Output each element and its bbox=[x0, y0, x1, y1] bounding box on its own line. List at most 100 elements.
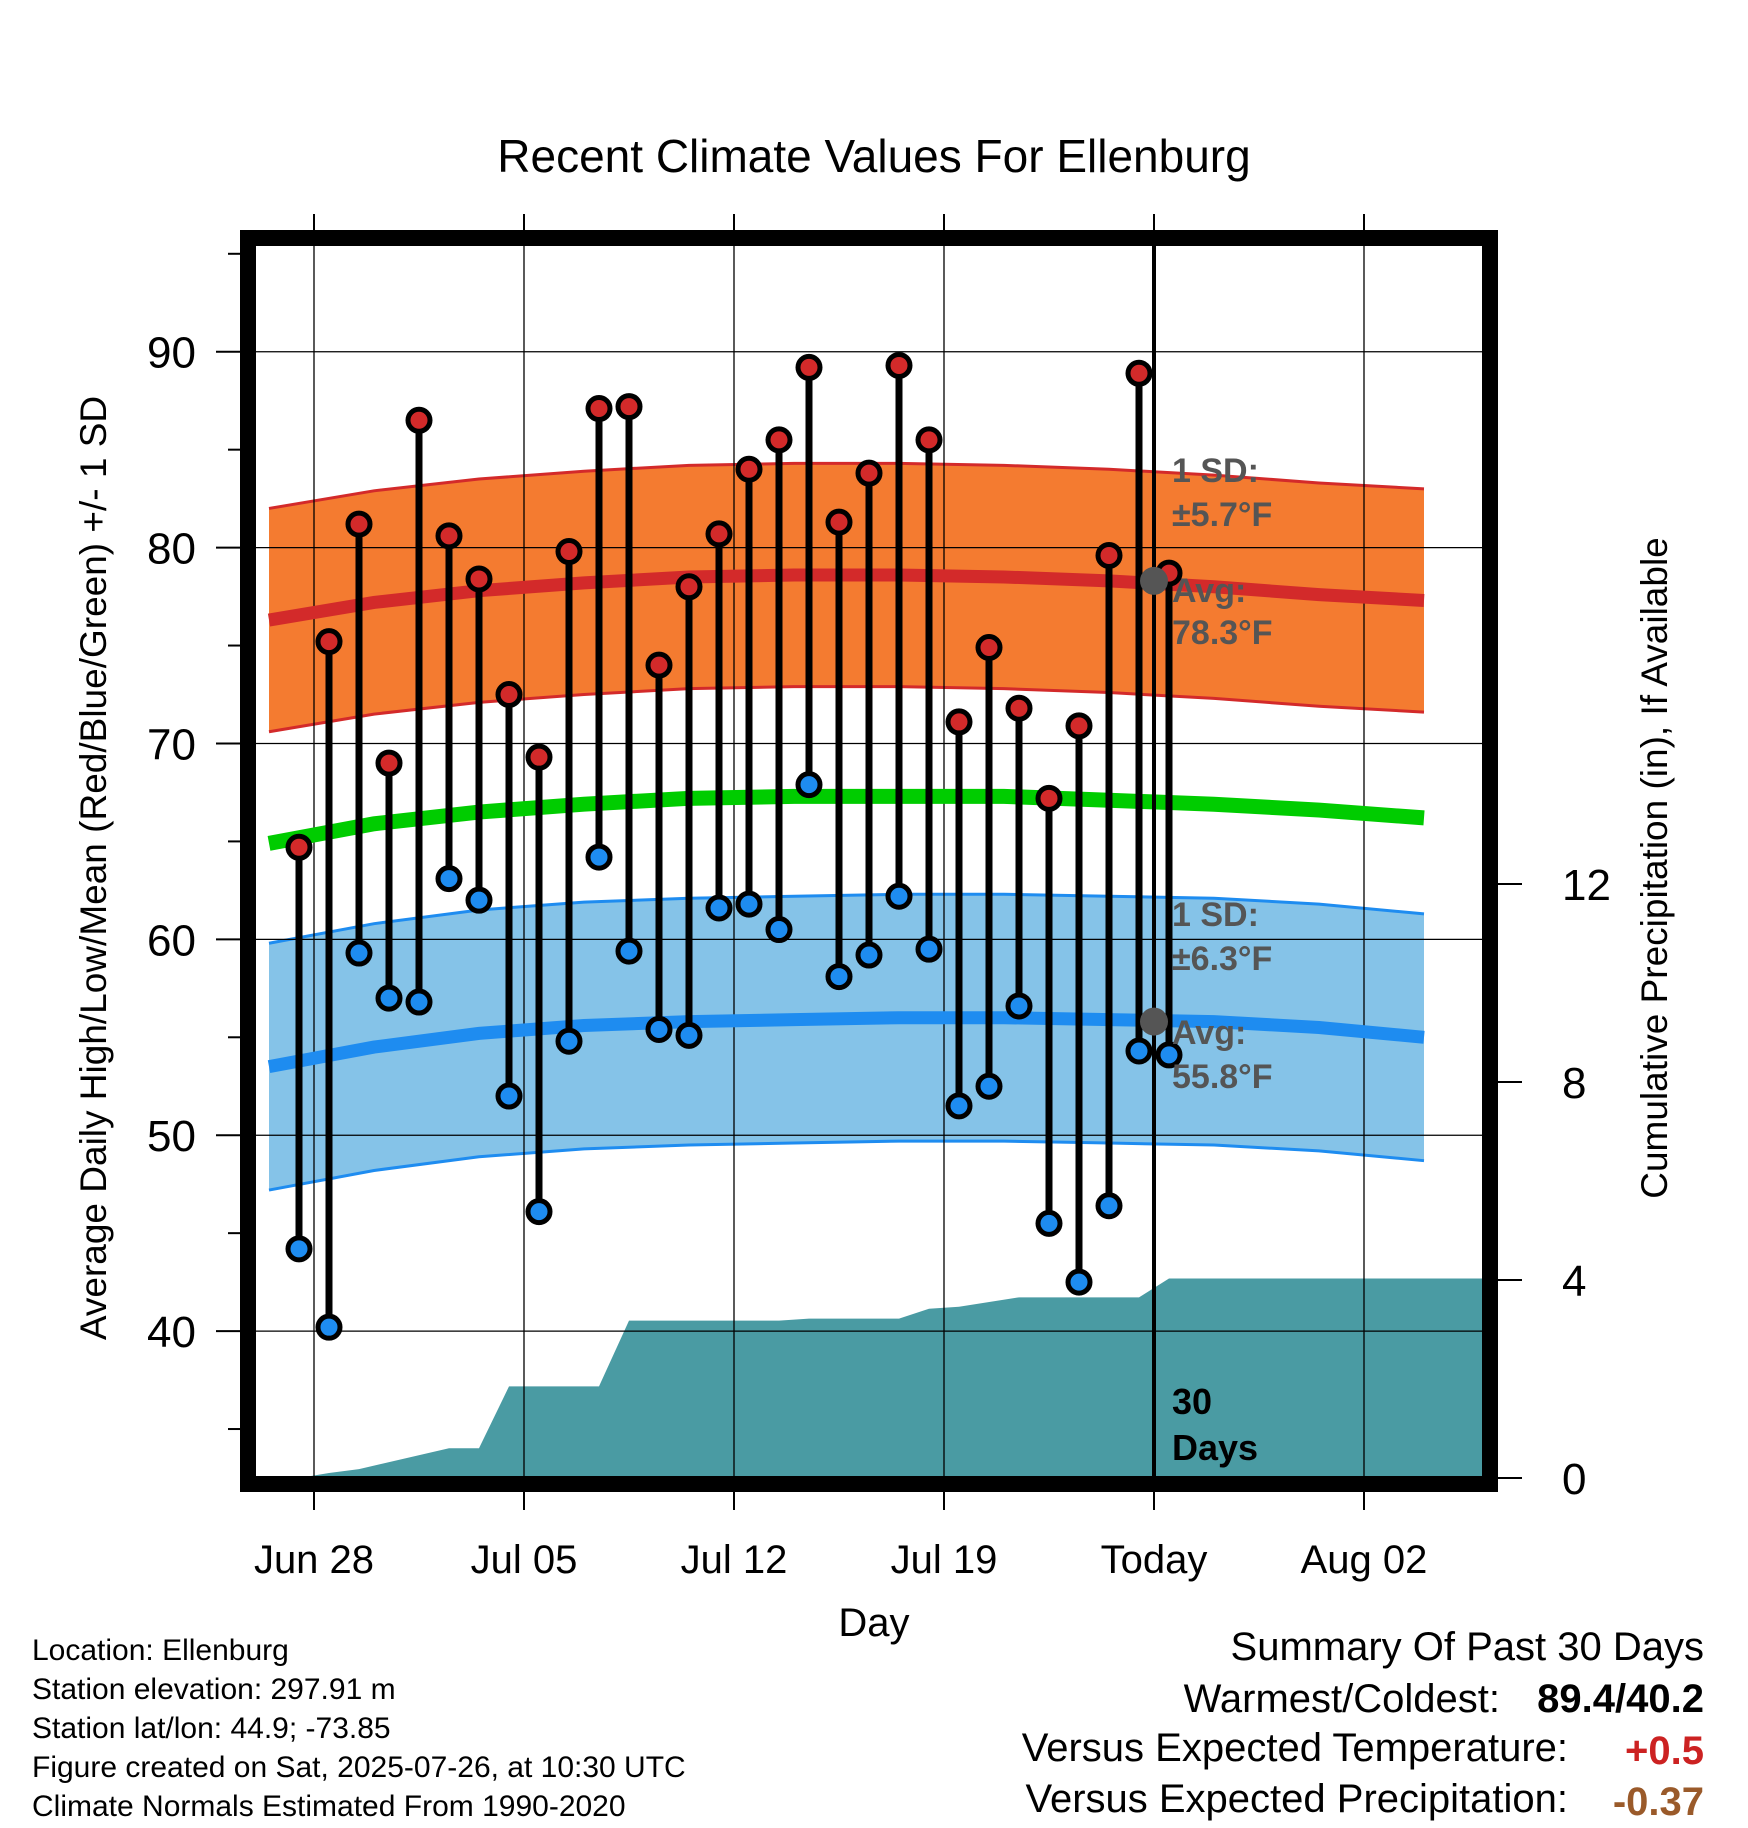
low-point bbox=[855, 941, 883, 969]
low-point bbox=[495, 1082, 523, 1110]
y2-tick-label: 0 bbox=[1562, 1455, 1586, 1504]
high-avg-value: 78.3°F bbox=[1172, 614, 1273, 652]
high-point bbox=[645, 651, 673, 679]
high-point bbox=[345, 510, 373, 538]
low-point bbox=[975, 1072, 1003, 1100]
y-tick-label: 50 bbox=[147, 1112, 196, 1161]
y2-tick-label: 4 bbox=[1562, 1257, 1586, 1306]
precip-label: Versus Expected Precipitation: bbox=[1025, 1777, 1568, 1821]
high-band-lower-edge bbox=[268, 685, 1425, 734]
info-location: Location: Ellenburg bbox=[32, 1634, 289, 1667]
low-avg-line bbox=[267, 1011, 1425, 1074]
low-sd-band bbox=[269, 894, 1424, 1191]
y-axis-label: Average Daily High/Low/Mean (Red/Blue/Gr… bbox=[73, 396, 114, 1340]
high-avg-label: Avg: bbox=[1172, 572, 1246, 610]
low-point bbox=[465, 886, 493, 914]
precip-value: -0.37 bbox=[1613, 1780, 1704, 1824]
window-label-number: 30 bbox=[1172, 1381, 1212, 1422]
low-point bbox=[315, 1313, 343, 1341]
y-tick-label: 80 bbox=[147, 525, 196, 574]
y-tick-label: 70 bbox=[147, 720, 196, 769]
high-point bbox=[1035, 784, 1063, 812]
summary-panel: Summary Of Past 30 Days Warmest/Coldest:… bbox=[1022, 1625, 1704, 1824]
x-tick-label: Jul 05 bbox=[471, 1538, 578, 1582]
low-sd-value: ±6.3°F bbox=[1172, 940, 1272, 978]
x-axis-label: Day bbox=[838, 1601, 909, 1645]
chart-title: Recent Climate Values For Ellenburg bbox=[497, 130, 1250, 182]
y-tick-label: 60 bbox=[147, 916, 196, 965]
low-point bbox=[1005, 992, 1033, 1020]
high-point bbox=[555, 538, 583, 566]
high-point bbox=[825, 508, 853, 536]
high-point bbox=[1005, 694, 1033, 722]
temp-label: Versus Expected Temperature: bbox=[1022, 1726, 1568, 1770]
low-point bbox=[435, 865, 463, 893]
x-tick-label: Jul 19 bbox=[891, 1538, 998, 1582]
low-point bbox=[285, 1235, 313, 1263]
high-sd-label: 1 SD: bbox=[1172, 452, 1259, 490]
high-point bbox=[765, 426, 793, 454]
low-point bbox=[1095, 1192, 1123, 1220]
low-point bbox=[765, 916, 793, 944]
low-band-upper-edge bbox=[268, 892, 1425, 945]
low-point bbox=[1125, 1037, 1153, 1065]
high-point bbox=[405, 406, 433, 434]
high-point bbox=[285, 833, 313, 861]
high-point bbox=[705, 520, 733, 548]
high-point bbox=[915, 426, 943, 454]
low-point bbox=[825, 963, 853, 991]
high-point bbox=[855, 459, 883, 487]
today-high-avg-marker bbox=[1140, 566, 1168, 595]
low-point bbox=[375, 984, 403, 1012]
plot-inner: 1 SD: ±5.7°F Avg: 78.3°F 1 SD: ±6.3°F Avg: 55.8… bbox=[254, 244, 1484, 1478]
warm-cold-label: Warmest/Coldest: bbox=[1184, 1677, 1500, 1721]
low-point bbox=[795, 771, 823, 799]
low-sd-label: 1 SD: bbox=[1172, 896, 1259, 934]
low-point bbox=[345, 939, 373, 967]
low-avg-value: 55.8°F bbox=[1172, 1058, 1273, 1096]
high-point bbox=[675, 573, 703, 601]
station-info: Location: Ellenburg Station elevation: 2… bbox=[32, 1634, 686, 1823]
high-point bbox=[495, 681, 523, 709]
temp-value: +0.5 bbox=[1625, 1729, 1704, 1773]
high-avg-line bbox=[267, 568, 1425, 627]
high-sd-band bbox=[269, 463, 1424, 732]
info-elevation: Station elevation: 297.91 m bbox=[32, 1673, 396, 1706]
high-point bbox=[1065, 712, 1093, 740]
low-point bbox=[405, 988, 433, 1016]
high-point bbox=[735, 455, 763, 483]
low-point bbox=[675, 1021, 703, 1049]
high-point bbox=[315, 628, 343, 656]
mean-avg-line bbox=[267, 788, 1425, 851]
high-sd-value: ±5.7°F bbox=[1172, 496, 1272, 534]
high-point bbox=[375, 749, 403, 777]
info-latlon: Station lat/lon: 44.9; -73.85 bbox=[32, 1712, 391, 1745]
low-point bbox=[1065, 1268, 1093, 1296]
x-tick-label: Today bbox=[1101, 1538, 1208, 1582]
summary-title: Summary Of Past 30 Days bbox=[1231, 1625, 1704, 1669]
info-created: Figure created on Sat, 2025-07-26, at 10… bbox=[32, 1751, 686, 1784]
warm-cold-value: 89.4/40.2 bbox=[1537, 1677, 1704, 1721]
x-tick-label: Jun 28 bbox=[254, 1538, 374, 1582]
low-point bbox=[735, 890, 763, 918]
low-point bbox=[555, 1027, 583, 1055]
y2-tick-label: 12 bbox=[1562, 861, 1611, 910]
today-low-avg-marker bbox=[1140, 1007, 1168, 1036]
low-point bbox=[615, 937, 643, 965]
y-tick-label: 40 bbox=[147, 1308, 196, 1357]
high-point bbox=[795, 353, 823, 381]
plot-frame bbox=[240, 230, 1498, 1492]
low-point bbox=[705, 894, 733, 922]
y2-axis-label: Cumulative Precipitation (in), If Availa… bbox=[1634, 537, 1675, 1199]
high-point bbox=[435, 522, 463, 550]
info-normals: Climate Normals Estimated From 1990-2020 bbox=[32, 1790, 626, 1823]
high-point bbox=[615, 393, 643, 421]
high-point bbox=[1125, 359, 1153, 387]
x-tick-label: Jul 12 bbox=[681, 1538, 788, 1582]
low-point bbox=[645, 1015, 673, 1043]
high-band-upper-edge bbox=[268, 461, 1425, 510]
high-point bbox=[465, 565, 493, 593]
high-point bbox=[1095, 541, 1123, 569]
low-point bbox=[1155, 1041, 1183, 1069]
